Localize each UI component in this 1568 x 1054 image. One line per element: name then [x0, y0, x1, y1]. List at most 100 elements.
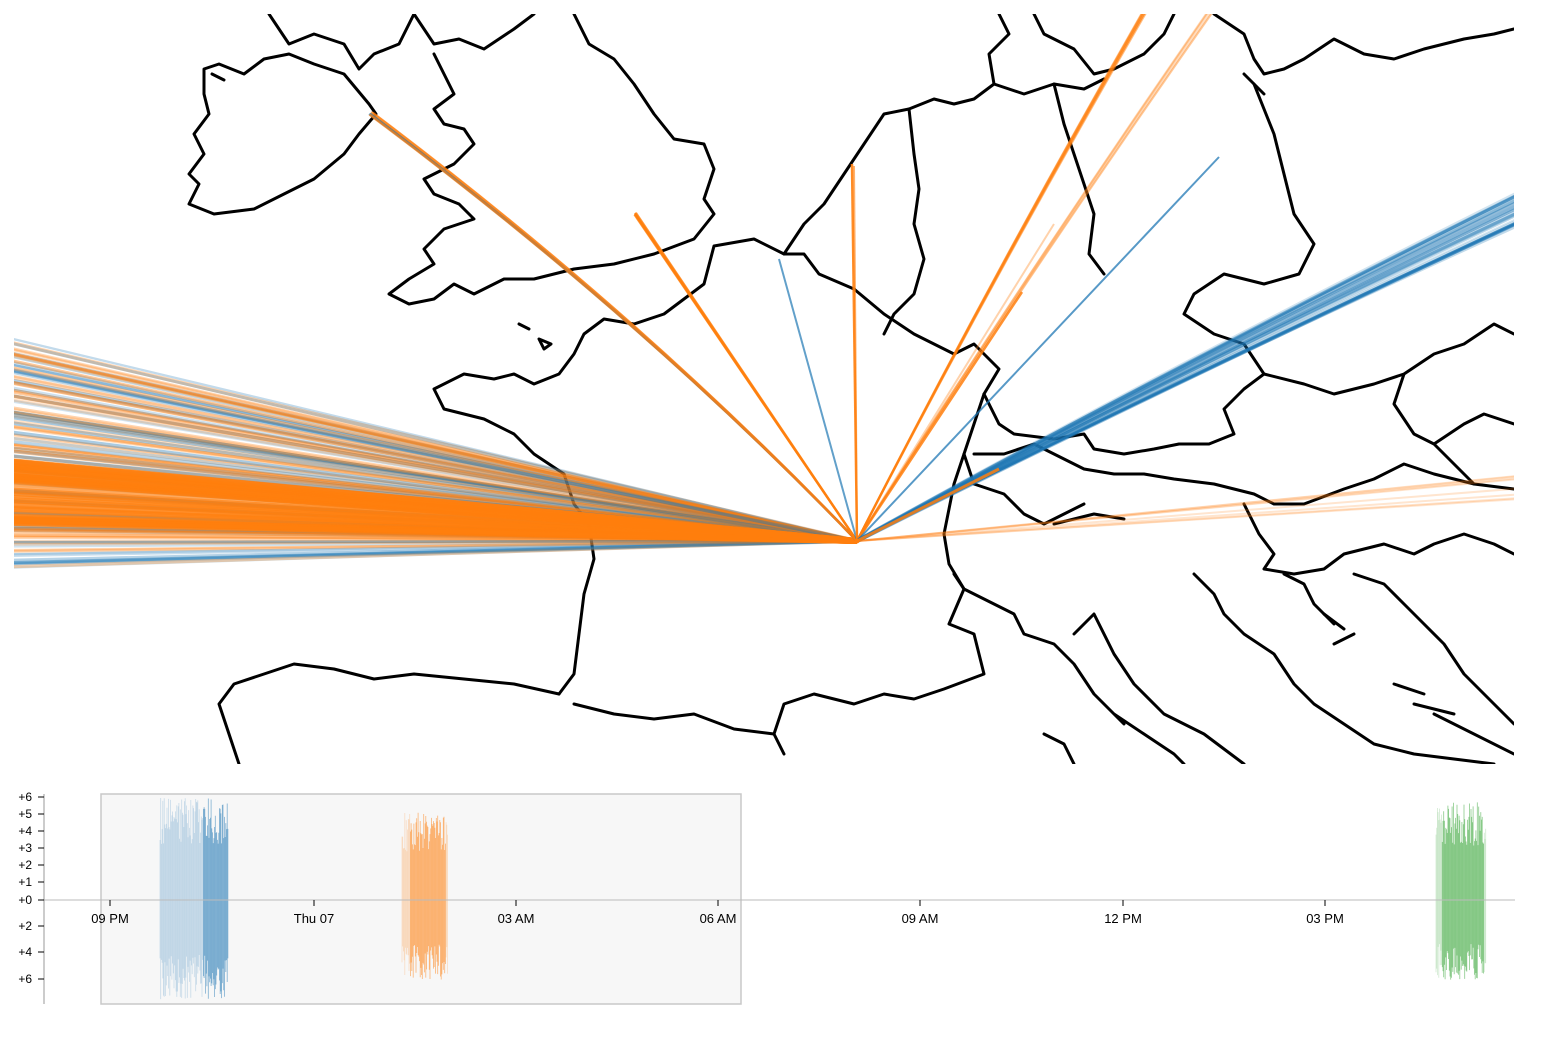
flight-path [14, 399, 858, 543]
flight-path [14, 415, 858, 543]
flight-path [14, 433, 858, 543]
flight-path [14, 410, 858, 543]
flight-path [14, 374, 858, 543]
flight-path [856, 194, 1514, 543]
flight-path [14, 375, 858, 543]
flight-path [14, 425, 858, 543]
flight-path [14, 407, 858, 543]
flight-path [14, 539, 858, 546]
flight-path [14, 363, 858, 543]
flight-path [856, 14, 1146, 542]
flight-path [14, 421, 858, 543]
flight-path [14, 539, 858, 553]
flight-path [14, 539, 858, 548]
flight-path [14, 419, 858, 543]
y-tick-label: +4 [18, 945, 32, 959]
flight-path [856, 467, 1000, 543]
flight-path [855, 198, 1514, 543]
flight-path [14, 342, 858, 543]
flight-path [14, 368, 858, 543]
traffic-burst [401, 812, 448, 980]
eastern-borders [1262, 322, 1514, 486]
flight-path [14, 368, 858, 543]
flight-path [14, 390, 858, 543]
flight-path [856, 192, 1514, 543]
x-tick-label: 03 AM [498, 911, 535, 926]
flight-path [856, 493, 1514, 542]
flight-path [14, 539, 858, 553]
flight-path [14, 353, 858, 543]
flight-path [14, 381, 858, 543]
y-tick-label: +4 [18, 824, 32, 838]
flight-path [14, 378, 858, 543]
hub-airport-marker[interactable] [854, 538, 860, 544]
flight-path [14, 539, 858, 569]
flight-path [14, 517, 858, 544]
flight-path [853, 165, 858, 542]
flight-path [856, 156, 1220, 542]
y-tick-label: +2 [18, 919, 32, 933]
y-tick-label: +5 [18, 807, 32, 821]
flight-path [14, 415, 858, 543]
flight-path [14, 394, 858, 543]
flight-path [856, 202, 1514, 543]
flight-path [856, 199, 1514, 543]
flight-path [14, 539, 858, 569]
flight-path [14, 411, 858, 543]
y-axis: +6 +5 +4 +3 +2 +1 +0 +2 +4 +6 [18, 790, 45, 1004]
france-coast [432, 237, 1001, 756]
flight-path [856, 478, 1514, 542]
flight-path [14, 390, 858, 543]
timeline-canvas[interactable]: +6 +5 +4 +3 +2 +1 +0 +2 +4 +6 09 PM Thu 07 03 AM 06… [0, 780, 1568, 1020]
map-canvas[interactable] [14, 14, 1514, 764]
flight-path [14, 355, 858, 543]
alps-borders [962, 442, 1514, 576]
flight-path [856, 475, 1514, 542]
flight-path [856, 14, 1208, 542]
y-ticks-up: +6 +5 +4 +3 +2 +1 +0 [18, 790, 44, 907]
traffic-burst [1435, 802, 1487, 980]
flight-path [778, 258, 858, 542]
x-axis: 09 PM Thu 07 03 AM 06 AM 09 AM 12 PM 03 PM [91, 900, 1344, 926]
flight-path [14, 539, 858, 551]
y-tick-label: +6 [18, 790, 32, 804]
flight-map[interactable] [14, 14, 1514, 764]
dalmatian-islands [1322, 612, 1514, 756]
flight-path [14, 410, 858, 543]
flight-path [14, 347, 858, 543]
x-tick-label: 09 AM [902, 911, 939, 926]
baltic-coast [1212, 14, 1514, 96]
flight-path [14, 370, 858, 543]
flight-path [14, 381, 858, 543]
flight-path [14, 381, 858, 543]
flight-path [856, 14, 1209, 542]
flight-trajectories [14, 14, 1514, 569]
italy-coast [952, 572, 1246, 764]
flight-path [14, 370, 858, 543]
flight-path [14, 394, 858, 543]
x-tick-label: 09 PM [91, 911, 129, 926]
scotland-coast [267, 14, 416, 71]
flight-path [14, 539, 858, 565]
flight-path [14, 470, 858, 544]
y-tick-label: +2 [18, 858, 32, 872]
flight-path [14, 539, 858, 566]
flight-path [14, 539, 858, 563]
traffic-bursts [159, 798, 1487, 1000]
timeline-chart[interactable]: +6 +5 +4 +3 +2 +1 +0 +2 +4 +6 09 PM Thu 07 03 AM 06… [0, 780, 1568, 1020]
islands-coast [210, 72, 553, 351]
y-tick-label: +1 [18, 875, 32, 889]
flight-path [14, 361, 858, 543]
flight-path [856, 477, 1514, 542]
flight-path [14, 539, 858, 556]
flight-path [14, 425, 858, 543]
germany-borders [882, 82, 1316, 456]
north-sea-coast [782, 14, 1176, 256]
flight-path [856, 487, 1514, 542]
flight-path [14, 341, 858, 543]
flight-path [14, 388, 858, 543]
flight-path [14, 388, 858, 543]
flight-path [14, 353, 858, 543]
flight-path [856, 498, 1514, 542]
flight-path [14, 363, 858, 543]
